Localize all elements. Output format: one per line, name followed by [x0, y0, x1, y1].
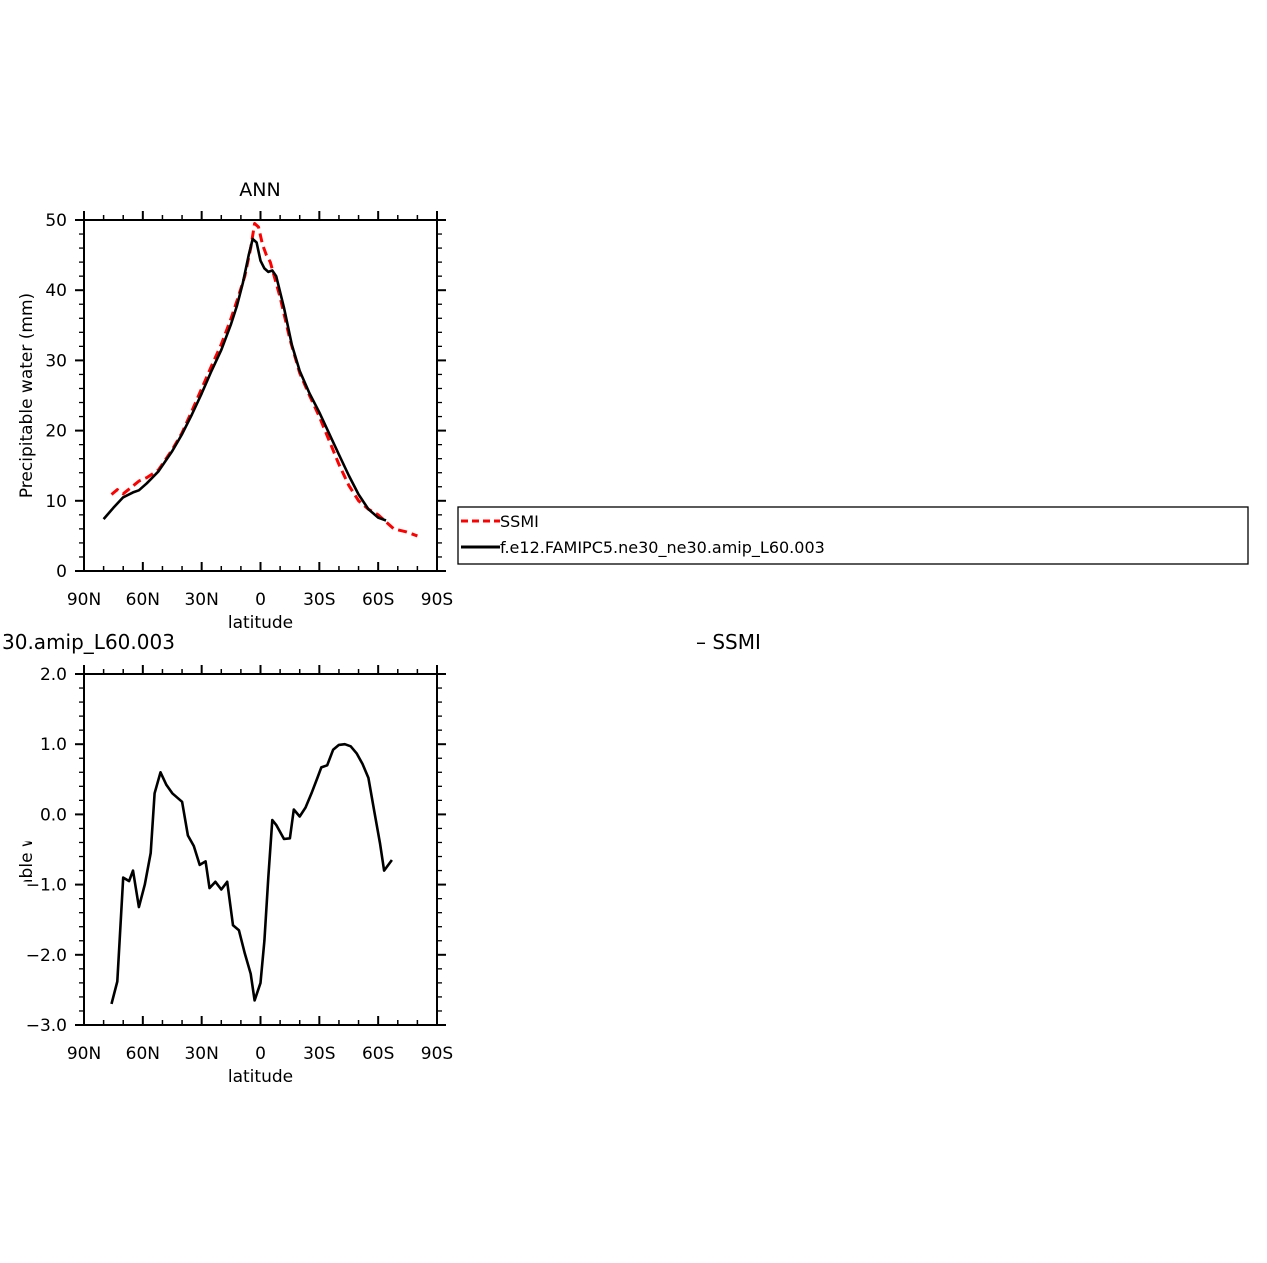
x-tick-label: 0	[255, 1044, 266, 1064]
y-tick-label: 10	[45, 492, 67, 512]
x-tick-label: 60S	[362, 590, 394, 610]
y-tick-label: 1.0	[40, 735, 67, 755]
bottom-x-axis-label: latitude	[228, 1067, 293, 1087]
y-tick-label: 50	[45, 211, 67, 231]
legend: SSMI f.e12.FAMIPC5.ne30_ne30.amip_L60.00…	[457, 506, 1249, 565]
top-axis-ticks: 90N 60N 30N 0 30S 60S 90S 0 10 20 30 40 50	[45, 211, 453, 610]
bottom-chart-title-right: – SSMI	[696, 630, 761, 654]
series-line-0	[110, 742, 393, 1005]
x-tick-label: 30N	[184, 1044, 218, 1064]
x-tick-label: 30S	[303, 590, 335, 610]
y-tick-label: 0	[56, 562, 67, 582]
top-y-axis-label: Precipitable water (mm)	[17, 293, 37, 498]
x-tick-label: 90N	[67, 1044, 101, 1064]
x-tick-label: 90S	[421, 590, 453, 610]
x-tick-label: 0	[255, 590, 266, 610]
x-tick-label: 60S	[362, 1044, 394, 1064]
x-tick-label: 60N	[126, 590, 160, 610]
y-tick-label: 40	[45, 281, 67, 301]
legend-label-ssmi: SSMI	[500, 512, 539, 531]
bottom-chart-title: 30.amip_L60.003	[2, 630, 175, 654]
top-plot-frame	[83, 219, 438, 572]
y-tick-label: 20	[45, 422, 67, 442]
bottom-panel: 30.amip_L60.003 – SSMI latitude Precipit…	[2, 630, 761, 1087]
series-line-1	[102, 237, 387, 522]
x-tick-label: 90N	[67, 590, 101, 610]
bottom-plot-frame	[83, 673, 438, 1026]
bottom-axis-ticks: 90N 60N 30N 0 30S 60S 90S 2.0 1.0 0.0 −1.0 −2.0 −3.0	[26, 665, 453, 1064]
top-chart-title: ANN	[239, 179, 280, 201]
y-tick-label: −1.0	[26, 876, 67, 896]
y-tick-label: −2.0	[26, 946, 67, 966]
y-tick-label: −3.0	[26, 1016, 67, 1036]
top-panel: ANN latitude Precipitable water (mm) 90N…	[17, 179, 453, 633]
x-tick-label: 30S	[303, 1044, 335, 1064]
x-tick-label: 60N	[126, 1044, 160, 1064]
y-tick-label: 30	[45, 351, 67, 371]
series-line-0	[110, 222, 418, 538]
bottom-y-axis-label: Precipitable water (mm)	[17, 747, 37, 952]
y-tick-label: 2.0	[40, 665, 67, 685]
bottom-series-lines	[110, 742, 393, 1005]
top-series-lines	[102, 222, 418, 538]
legend-box	[457, 506, 1249, 565]
x-tick-label: 90S	[421, 1044, 453, 1064]
legend-label-model: f.e12.FAMIPC5.ne30_ne30.amip_L60.003	[500, 538, 825, 558]
top-x-axis-label: latitude	[228, 613, 293, 633]
x-tick-label: 30N	[184, 590, 218, 610]
y-tick-label: 0.0	[40, 805, 67, 825]
